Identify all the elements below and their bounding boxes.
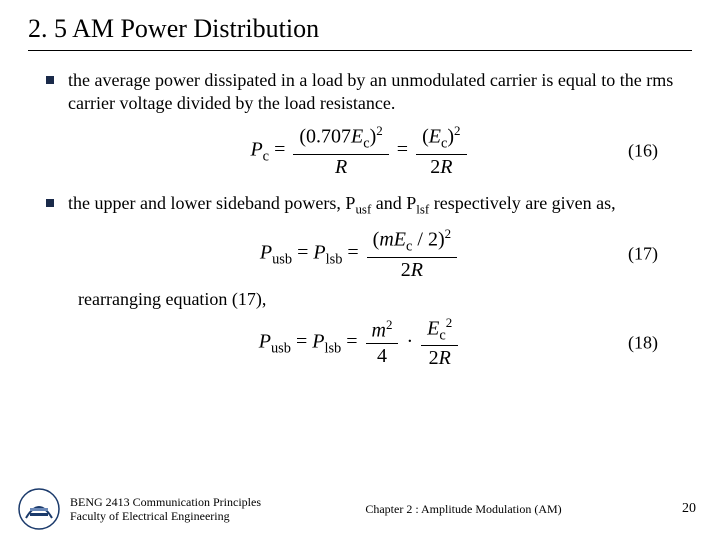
- b2-post: respectively are given as,: [429, 193, 615, 213]
- eq16-eq2: =: [397, 138, 413, 160]
- b2-sub1: usf: [355, 201, 371, 216]
- page-title: 2. 5 AM Power Distribution: [28, 14, 692, 44]
- eq16-n1s: 2: [376, 123, 383, 138]
- eq18-f2ns: 2: [446, 315, 453, 330]
- eq17-lhs2: P: [313, 242, 325, 264]
- eq18-lhs2s: lsb: [324, 340, 341, 356]
- eq18-dot: ·: [406, 330, 418, 352]
- eq17-eq2: =: [342, 242, 363, 264]
- equation-17: Pusb = Plsb = (mEc / 2)2 2R (17): [28, 227, 692, 281]
- eq18-eq2: =: [341, 330, 362, 352]
- eq17-ns: 2: [445, 226, 452, 241]
- eq16-eq: =: [269, 138, 290, 160]
- footer-left: BENG 2413 Communication Principles Facul…: [70, 495, 261, 524]
- eq16-lhs: P: [250, 138, 262, 160]
- university-logo-icon: [18, 488, 60, 530]
- b2-pre: the upper and lower sideband powers, P: [68, 193, 355, 213]
- equation-18: Pusb = Plsb = m2 4 · Ec2 2R (18): [28, 316, 692, 370]
- equation-16: Pc = (0.707Ec)2 R = (Ec)2 2R (16): [28, 124, 692, 178]
- eq18-eq1: =: [291, 330, 312, 352]
- eq17-lhs2s: lsb: [326, 252, 343, 268]
- eq18-f1ns: 2: [386, 317, 393, 332]
- eq18-f2db: R: [439, 347, 451, 369]
- eq18-lhs1: P: [259, 330, 271, 352]
- page-number: 20: [666, 501, 696, 517]
- eq18-f2nb: c: [439, 327, 445, 343]
- slide: 2. 5 AM Power Distribution the average p…: [0, 0, 720, 540]
- eq16-label: (16): [628, 140, 658, 161]
- eq17-nb: m: [379, 229, 393, 251]
- eq17-eq1: =: [292, 242, 313, 264]
- footer: BENG 2413 Communication Principles Facul…: [0, 488, 720, 530]
- bullet-icon: [46, 199, 54, 207]
- eq16-frac1: (0.707Ec)2 R: [293, 124, 388, 178]
- b2-mid: and P: [371, 193, 416, 213]
- eq17-da: 2: [401, 259, 411, 281]
- eq16-n2a: (: [422, 126, 429, 148]
- eq17-lhs1: P: [260, 242, 272, 264]
- course-code: BENG 2413 Communication Principles: [70, 495, 261, 509]
- eq16-d2a: 2: [430, 156, 440, 178]
- eq16-d2b: R: [440, 156, 452, 178]
- eq16-den1: R: [293, 155, 388, 178]
- bullet-1-text: the average power dissipated in a load b…: [68, 69, 684, 114]
- eq16-frac2: (Ec)2 2R: [416, 124, 466, 178]
- eq17-ne: / 2): [412, 229, 444, 251]
- eq18-f1d: 4: [366, 344, 399, 367]
- eq17-frac: (mEc / 2)2 2R: [367, 227, 457, 281]
- eq18-frac1: m2 4: [366, 318, 399, 367]
- eq18-lhs2: P: [312, 330, 324, 352]
- eq17-nc: E: [394, 229, 406, 251]
- bullet-2-text: the upper and lower sideband powers, Pus…: [68, 192, 616, 218]
- footer-chapter: Chapter 2 : Amplitude Modulation (AM): [261, 502, 666, 517]
- rearranging-text: rearranging equation (17),: [78, 289, 692, 310]
- eq16-n2b: E: [429, 126, 441, 148]
- bullet-icon: [46, 76, 54, 84]
- eq18-f2da: 2: [429, 347, 439, 369]
- eq18-frac2: Ec2 2R: [421, 316, 458, 370]
- bullet-1: the average power dissipated in a load b…: [46, 69, 684, 114]
- faculty-name: Faculty of Electrical Engineering: [70, 509, 261, 523]
- b2-sub2: lsf: [416, 201, 429, 216]
- eq18-lhs1s: usb: [271, 340, 291, 356]
- bullet-2: the upper and lower sideband powers, Pus…: [46, 192, 684, 218]
- eq18-f1n: m: [372, 320, 386, 342]
- eq17-db: R: [411, 259, 423, 281]
- title-wrap: 2. 5 AM Power Distribution: [28, 14, 692, 51]
- eq18-f2na: E: [427, 317, 439, 339]
- eq16-n2s: 2: [454, 123, 461, 138]
- eq18-label: (18): [628, 332, 658, 353]
- eq17-label: (17): [628, 244, 658, 265]
- eq16-n1b: E: [351, 126, 363, 148]
- eq17-lhs1s: usb: [272, 252, 292, 268]
- eq16-n1a: (0.707: [299, 126, 351, 148]
